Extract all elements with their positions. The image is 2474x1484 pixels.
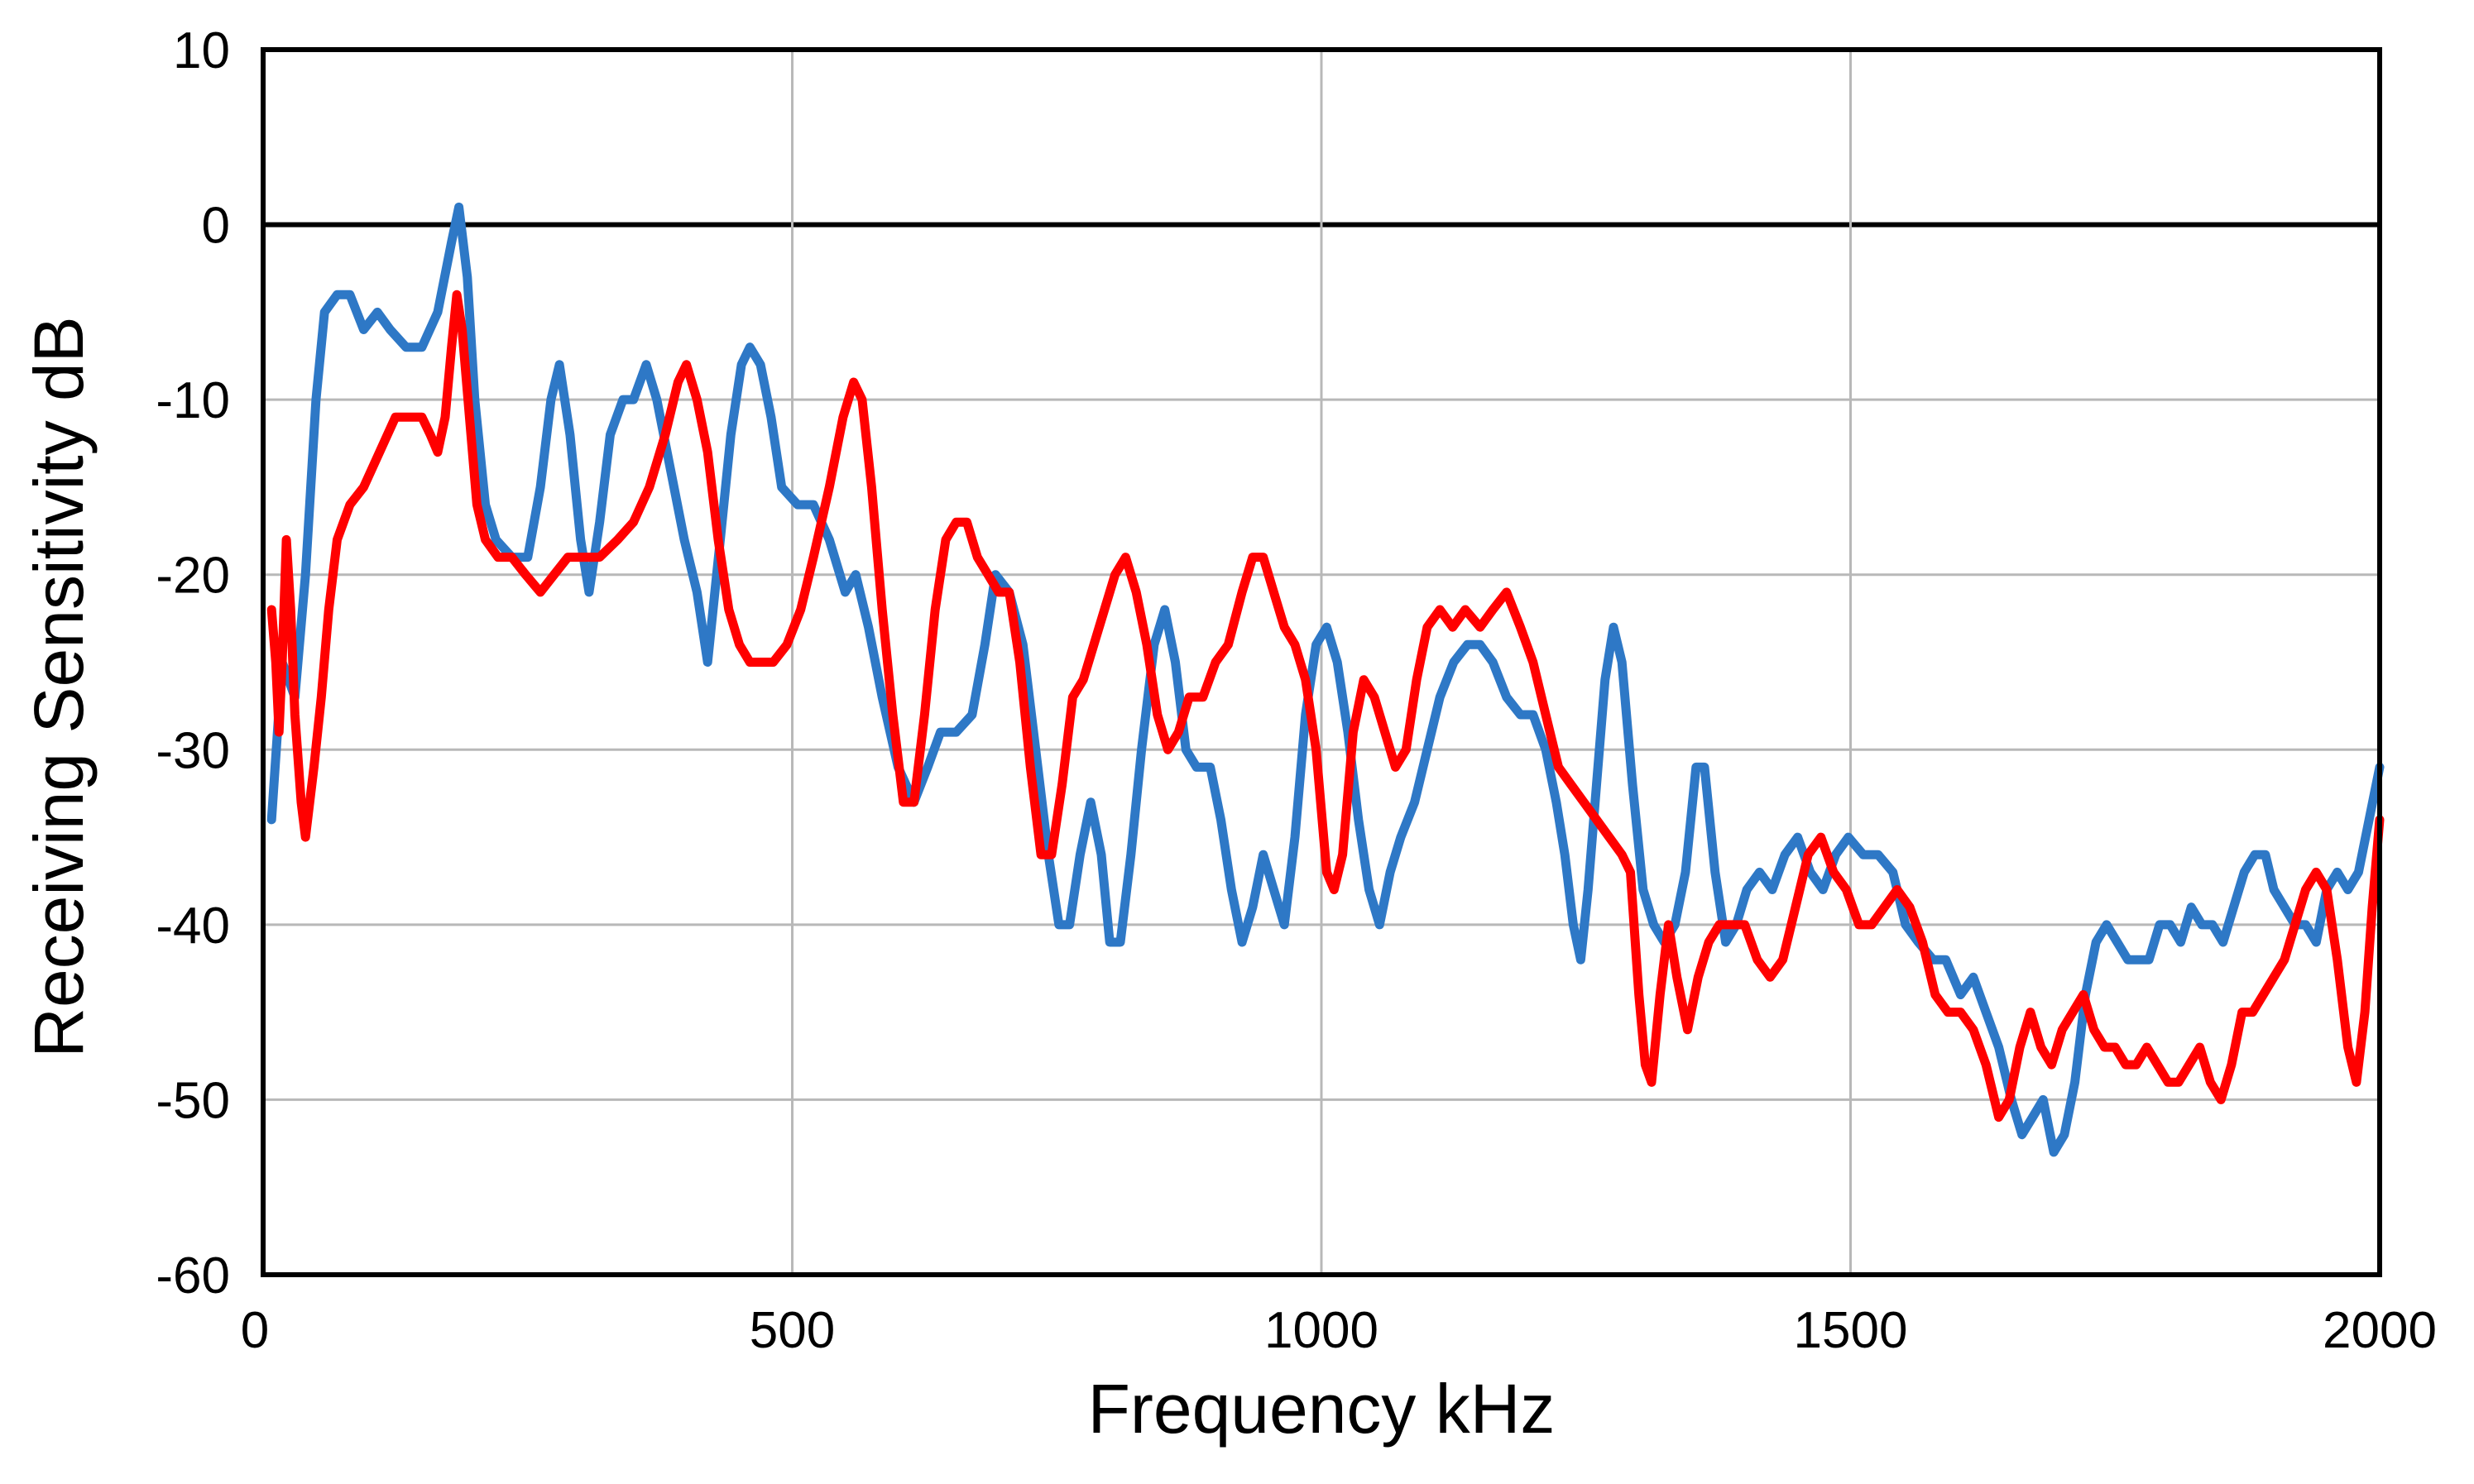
y-tick-label: -60 [156,1247,230,1304]
y-axis-tick-labels: 10 0 -10 -20 -30 -40 -50 -60 [156,22,230,1304]
y-tick-label: 10 [173,22,230,79]
y-tick-label: -20 [156,548,230,605]
y-tick-label: 0 [202,198,230,255]
y-tick-label: -10 [156,372,230,429]
x-axis-tick-labels: 0 500 1000 1500 2000 [241,1302,2437,1359]
series-line-red [266,290,2385,1123]
x-tick-label: 2000 [2323,1302,2437,1359]
grid [263,50,2380,1275]
x-tick-label: 1000 [1264,1302,1378,1359]
series-line-blue [266,202,2385,1157]
plot-area-frame [261,47,2382,1277]
x-axis-title: Frequency kHz [1088,1370,1556,1448]
y-tick-label: -40 [156,898,230,955]
series-layer [266,202,2385,1157]
y-tick-label: -50 [156,1072,230,1129]
x-tick-label: 500 [750,1302,835,1359]
y-tick-label: -30 [156,722,230,779]
y-axis-title: Receiving Sensitivity dB [20,316,98,1057]
x-tick-label: 0 [241,1302,269,1359]
x-tick-label: 1500 [1794,1302,1908,1359]
